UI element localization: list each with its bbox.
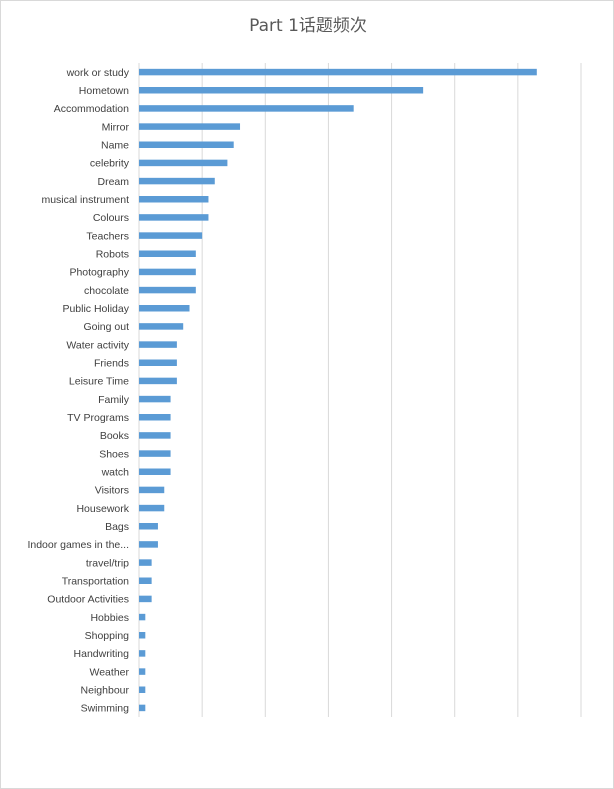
bar bbox=[139, 87, 424, 94]
bar bbox=[139, 159, 228, 167]
category-label: Mirror bbox=[102, 121, 130, 133]
category-label: Bags bbox=[105, 521, 129, 533]
category-label: Friends bbox=[94, 358, 129, 370]
bar bbox=[139, 595, 152, 603]
category-label: TV Programs bbox=[67, 412, 129, 424]
bar bbox=[139, 704, 146, 712]
category-label: Robots bbox=[96, 249, 129, 261]
bar bbox=[139, 250, 196, 257]
category-label: Leisure Time bbox=[69, 376, 129, 388]
chart-title: Part 1话题频次 bbox=[249, 16, 367, 36]
category-label: watch bbox=[101, 467, 130, 479]
bar bbox=[139, 359, 177, 366]
bar bbox=[139, 286, 196, 294]
category-label: Handwriting bbox=[74, 648, 130, 660]
bar bbox=[139, 432, 171, 439]
bar bbox=[139, 541, 158, 548]
bar bbox=[139, 123, 241, 130]
category-label: Hometown bbox=[79, 85, 129, 97]
category-label: Shoes bbox=[99, 448, 129, 460]
bar bbox=[139, 450, 171, 457]
category-label: Transportation bbox=[62, 576, 129, 588]
category-label: Going out bbox=[83, 321, 129, 333]
bar bbox=[139, 486, 165, 494]
category-label: chocolate bbox=[84, 285, 129, 297]
bar bbox=[139, 632, 146, 639]
bar bbox=[139, 504, 165, 512]
category-label: Neighbour bbox=[81, 685, 130, 697]
category-label: Water activity bbox=[66, 339, 129, 351]
category-label: Name bbox=[101, 140, 129, 152]
category-label: Family bbox=[98, 394, 130, 406]
bar bbox=[139, 105, 354, 112]
bar bbox=[139, 523, 158, 530]
category-label: Housework bbox=[76, 503, 129, 515]
bar bbox=[139, 559, 152, 566]
bar bbox=[139, 686, 146, 693]
bar bbox=[139, 323, 184, 330]
bar bbox=[139, 577, 152, 584]
category-label: Teachers bbox=[86, 230, 129, 242]
category-label: Accommodation bbox=[54, 103, 129, 115]
category-label: Dream bbox=[97, 176, 129, 188]
bar bbox=[139, 650, 146, 657]
category-label: Visitors bbox=[95, 485, 129, 497]
bar bbox=[139, 414, 171, 421]
bar bbox=[139, 668, 146, 675]
bar bbox=[139, 68, 537, 76]
category-label: Hobbies bbox=[90, 612, 129, 624]
bar bbox=[139, 268, 196, 276]
bar bbox=[139, 305, 190, 312]
category-label: Colours bbox=[93, 212, 129, 224]
bar bbox=[139, 141, 234, 148]
bar bbox=[139, 232, 203, 239]
category-label: celebrity bbox=[90, 158, 130, 170]
bar bbox=[139, 341, 177, 348]
category-label: Indoor games in the... bbox=[27, 539, 129, 551]
bar bbox=[139, 468, 171, 475]
category-label: Swimming bbox=[81, 703, 130, 715]
category-label: Books bbox=[100, 430, 129, 442]
category-label: Photography bbox=[69, 267, 129, 279]
category-label: Public Holiday bbox=[62, 303, 129, 315]
category-label: Outdoor Activities bbox=[47, 594, 129, 606]
bar bbox=[139, 177, 215, 185]
category-label: Shopping bbox=[85, 630, 130, 642]
category-label: travel/trip bbox=[86, 557, 129, 569]
bar bbox=[139, 214, 209, 221]
category-label: work or study bbox=[66, 67, 130, 79]
category-label: musical instrument bbox=[41, 194, 129, 206]
category-label: Weather bbox=[90, 666, 130, 678]
bar bbox=[139, 613, 146, 621]
bar bbox=[139, 395, 171, 403]
bar bbox=[139, 377, 177, 385]
bar bbox=[139, 196, 209, 203]
